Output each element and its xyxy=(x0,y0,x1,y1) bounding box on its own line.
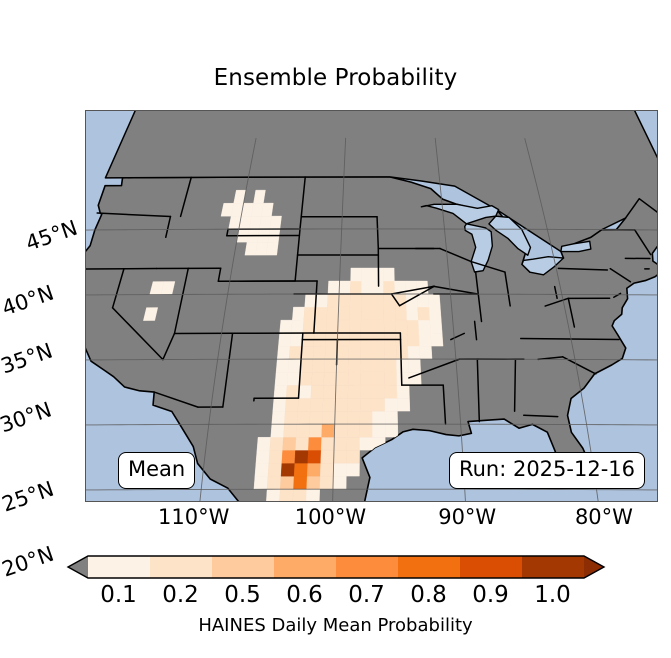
map-panel[interactable]: Mean Run: 2025-12-16 xyxy=(85,110,658,502)
map-graphic xyxy=(86,111,657,501)
lon-tick-label-100W: 100°W xyxy=(294,505,367,529)
annotation-run: Run: 2025-12-16 xyxy=(448,452,645,489)
colorbar-tick-0-1: 0.1 xyxy=(100,582,137,608)
lon-tick-label-110W: 110°W xyxy=(158,505,230,529)
colorbar-tick-0-5: 0.5 xyxy=(224,582,261,608)
lon-tick-label-80W: 80°W xyxy=(574,505,633,529)
colorbar-panel: 0.1 0.2 0.5 0.6 0.7 0.8 0.9 1.0 HAINES Daily Me… xyxy=(0,552,671,636)
lat-tick-label-25N: 25°N xyxy=(0,476,57,517)
colorbar-ticks: 0.1 0.2 0.5 0.6 0.7 0.8 0.9 1.0 xyxy=(0,582,671,612)
colorbar-tick-0-7: 0.7 xyxy=(348,582,385,608)
colorbar-tick-1-0: 1.0 xyxy=(534,582,571,608)
colorbar-tick-0-2: 0.2 xyxy=(162,582,199,608)
graticule xyxy=(86,137,657,501)
colorbar-tick-0-8: 0.8 xyxy=(410,582,447,608)
lon-tick-label-90W: 90°W xyxy=(438,505,497,529)
lat-tick-label-30N: 30°N xyxy=(0,397,55,438)
colorbar-graphic xyxy=(66,555,605,579)
title-line-1: Ensemble Probability xyxy=(213,65,458,91)
probability-cells xyxy=(143,189,444,501)
lat-tick-label-35N: 35°N xyxy=(0,338,56,379)
colorbar-title: HAINES Daily Mean Probability xyxy=(198,615,473,636)
annotation-mean: Mean xyxy=(118,452,196,489)
colorbar-tick-0-9: 0.9 xyxy=(472,582,509,608)
colorbar-tick-0-6: 0.6 xyxy=(286,582,323,608)
